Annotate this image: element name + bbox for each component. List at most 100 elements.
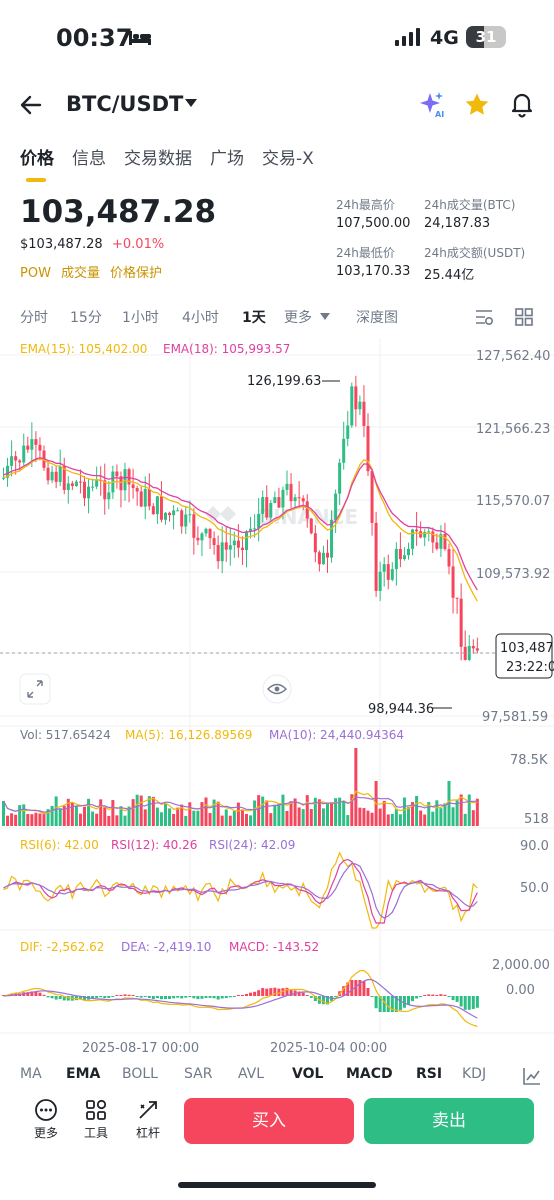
macd-bar — [135, 996, 139, 997]
ind-ma[interactable]: MA — [20, 1066, 42, 1082]
tf-more[interactable]: 更多 — [284, 310, 312, 326]
candle-body — [273, 497, 277, 503]
indicator-settings-icon[interactable] — [522, 1066, 542, 1086]
candle-body — [2, 477, 5, 479]
candle-body — [26, 445, 30, 450]
candle-body — [443, 534, 447, 550]
tab-info[interactable]: 信息 — [72, 149, 106, 169]
tag-pow[interactable]: POW — [20, 266, 51, 281]
tab-trade-x[interactable]: 交易-X — [262, 149, 314, 169]
volume-bar — [99, 799, 103, 826]
macd-bar — [103, 996, 107, 999]
ai-sparkle-icon[interactable]: AI — [418, 90, 446, 118]
tools-button[interactable]: 工具 — [76, 1094, 116, 1141]
macd-bar — [455, 996, 459, 1002]
eye-icon[interactable] — [267, 683, 287, 695]
macd-bar — [111, 996, 115, 997]
volume-bar — [289, 801, 293, 826]
ind-rsi[interactable]: RSI — [416, 1066, 443, 1082]
countdown-tag: 23:22:05 — [506, 660, 554, 675]
volume-bar — [439, 808, 443, 826]
candle-body — [350, 386, 354, 426]
more-label: 更多 — [33, 1126, 58, 1140]
leverage-button[interactable]: 杠杆 — [128, 1094, 168, 1141]
ind-vol[interactable]: VOL — [292, 1066, 324, 1082]
volume-bar — [386, 814, 390, 826]
rsi24-label: RSI(24): 42.09 — [209, 838, 295, 852]
macd-bar — [200, 996, 204, 999]
macd-bar — [467, 996, 471, 1010]
macd-bar — [269, 988, 273, 996]
macd-bar — [62, 996, 66, 1001]
signal-icon — [395, 28, 420, 46]
volume-bar — [313, 797, 317, 826]
tf-4h[interactable]: 4小时 — [182, 310, 219, 326]
tab-square[interactable]: 广场 — [210, 149, 244, 169]
tab-trading-data[interactable]: 交易数据 — [124, 149, 192, 169]
tag-price-protection[interactable]: 价格保护 — [109, 266, 162, 281]
candle-body — [313, 533, 317, 553]
back-arrow-icon[interactable] — [18, 92, 44, 118]
candle-body — [208, 528, 212, 539]
volume-bar — [6, 815, 10, 826]
tf-1h[interactable]: 1小时 — [122, 310, 159, 326]
ind-ema[interactable]: EMA — [66, 1066, 101, 1082]
macd-bar — [83, 996, 86, 1001]
candle-body — [447, 549, 451, 567]
candle-body — [123, 469, 127, 491]
macd-tick-top: 2,000.00 — [492, 958, 550, 973]
candle-body — [471, 646, 475, 649]
macd-bar — [342, 986, 346, 996]
ind-sar[interactable]: SAR — [184, 1066, 213, 1082]
tf-15m[interactable]: 15分 — [70, 310, 102, 326]
favorite-star-icon[interactable] — [464, 92, 490, 118]
sell-button[interactable]: 卖出 — [364, 1098, 534, 1144]
more-button[interactable]: 更多 — [26, 1094, 66, 1141]
fullscreen-icon[interactable] — [27, 680, 43, 698]
macd-bar — [281, 988, 285, 996]
candle-body — [240, 547, 244, 551]
candle-body — [70, 483, 74, 487]
ind-avl[interactable]: AVL — [238, 1066, 265, 1082]
volume-bar — [212, 799, 216, 826]
macd-bar — [463, 996, 467, 1010]
candle-body — [382, 564, 386, 572]
tab-price[interactable]: 价格 — [20, 149, 54, 169]
layout-grid-icon[interactable] — [514, 307, 534, 327]
chart-settings-icon[interactable] — [474, 307, 494, 327]
macd-bar — [285, 987, 289, 996]
candle-body — [188, 514, 192, 516]
volume-bar — [443, 803, 447, 826]
macd-bar — [334, 996, 338, 997]
tf-1d[interactable]: 1天 — [242, 310, 266, 326]
vol-ma10-line — [2, 796, 478, 813]
macd-bar — [220, 996, 224, 999]
volume-bar — [240, 810, 244, 826]
ind-boll[interactable]: BOLL — [122, 1066, 158, 1082]
macd-bar — [164, 996, 167, 1000]
macd-bar — [143, 996, 147, 998]
volume-bar — [342, 800, 346, 826]
volume-bar — [200, 802, 204, 826]
kline-chart[interactable]: EMA(15): 105,402.00 EMA(18): 105,993.57 … — [0, 338, 554, 1058]
volume-bar — [467, 794, 471, 826]
macd-bar — [326, 996, 329, 1005]
ind-kdj[interactable]: KDJ — [462, 1066, 487, 1082]
pair-selector[interactable]: BTC/USDT — [66, 92, 184, 116]
binance-logo-icon — [205, 506, 236, 522]
macd-bar — [155, 996, 159, 999]
buy-button[interactable]: 买入 — [184, 1098, 354, 1144]
tag-volume[interactable]: 成交量 — [60, 266, 100, 281]
macd-bar — [253, 991, 257, 996]
ind-macd[interactable]: MACD — [346, 1066, 393, 1082]
rsi-tick-90: 90.0 — [520, 839, 549, 854]
candle-body — [14, 456, 18, 461]
dif-line — [3, 969, 478, 1028]
macd-bar — [301, 992, 305, 996]
caret-down-icon[interactable] — [185, 99, 197, 107]
bell-icon[interactable] — [508, 90, 536, 118]
tf-line[interactable]: 分时 — [20, 310, 48, 326]
more-caret-icon[interactable] — [320, 313, 330, 320]
tf-depth[interactable]: 深度图 — [356, 310, 398, 326]
price-tick-4: 109,573.92 — [476, 567, 550, 582]
